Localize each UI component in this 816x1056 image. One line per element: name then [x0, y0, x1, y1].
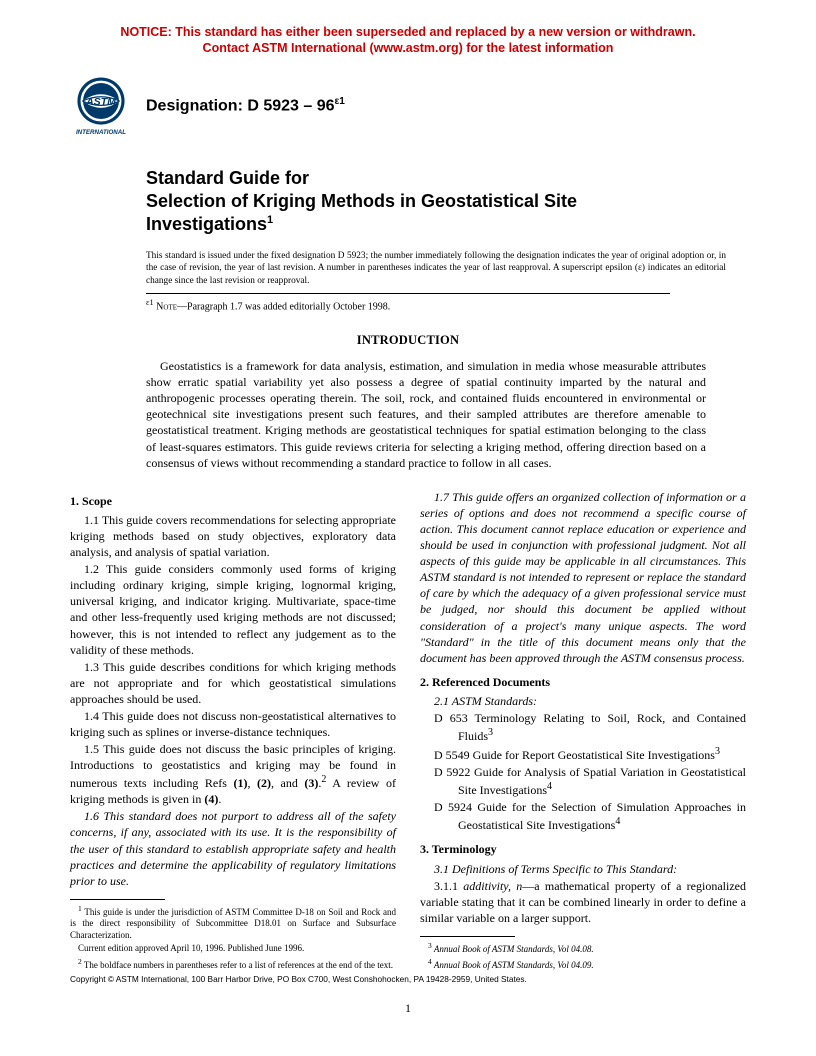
ref-d5924-text: D 5924 Guide for the Selection of Simula…	[434, 800, 746, 832]
referenced-list: D 653 Terminology Relating to Soil, Rock…	[420, 710, 746, 834]
designation-label: Designation: D 5923 – 96	[146, 97, 335, 114]
terminology-3.1.1: 3.1.1 additivity, n—a mathematical prope…	[420, 878, 746, 926]
header: ASTM INTERNATIONAL Designation: D 5923 –…	[70, 75, 746, 137]
fn1-text: This guide is under the jurisdiction of …	[70, 907, 396, 940]
fn4-text: Annual Book of ASTM Standards, Vol 04.09…	[432, 960, 594, 970]
scope-1.7: 1.7 This guide offers an organized colle…	[420, 489, 746, 666]
footnote-2: 2 The boldface numbers in parentheses re…	[70, 957, 396, 972]
scope-1.2: 1.2 This guide considers commonly used f…	[70, 561, 396, 657]
title-sup: 1	[267, 214, 273, 226]
logo-text-top: ASTM	[85, 95, 116, 107]
ref-d5549: D 5549 Guide for Report Geostatistical S…	[434, 745, 746, 763]
copyright: Copyright © ASTM International, 100 Barr…	[70, 974, 746, 984]
ref-d5922-text: D 5922 Guide for Analysis of Spatial Var…	[434, 765, 746, 797]
footnote-3: 3 Annual Book of ASTM Standards, Vol 04.…	[420, 941, 746, 956]
scope-heading: 1. Scope	[70, 493, 396, 509]
footnotes-right: 3 Annual Book of ASTM Standards, Vol 04.…	[420, 941, 746, 972]
and: , and	[271, 776, 304, 790]
eps-sup: ε1	[146, 298, 154, 307]
issuance-note: This standard is issued under the fixed …	[146, 250, 726, 288]
logo-text-bottom: INTERNATIONAL	[76, 128, 126, 135]
comma1: ,	[247, 776, 257, 790]
eps-text: —Paragraph 1.7 was added editorially Oct…	[177, 302, 390, 313]
ref-1: (1)	[233, 776, 247, 790]
introduction-heading: INTRODUCTION	[70, 333, 746, 348]
fn3-text: Annual Book of ASTM Standards, Vol 04.08…	[432, 944, 594, 954]
epsilon-note: ε1 Note—Paragraph 1.7 was added editoria…	[146, 298, 726, 312]
introduction-text: Geostatistics is a framework for data an…	[146, 358, 706, 471]
referenced-sub: 2.1 ASTM Standards:	[420, 693, 746, 709]
scope-1.4: 1.4 This guide does not discuss non-geos…	[70, 708, 396, 740]
fn2-text: The boldface numbers in parentheses refe…	[82, 960, 393, 970]
ref-d653: D 653 Terminology Relating to Soil, Rock…	[434, 710, 746, 744]
astm-logo: ASTM INTERNATIONAL	[70, 75, 132, 137]
title-line2: Selection of Kriging Methods in Geostati…	[146, 191, 577, 211]
footnotes-left: 1 This guide is under the jurisdiction o…	[70, 904, 396, 972]
referenced-heading: 2. Referenced Documents	[420, 674, 746, 690]
footnote-1b: Current edition approved April 10, 1996.…	[70, 943, 396, 955]
footnote-4: 4 Annual Book of ASTM Standards, Vol 04.…	[420, 957, 746, 972]
notice-line2: Contact ASTM International (www.astm.org…	[203, 41, 614, 55]
page: NOTICE: This standard has either been su…	[0, 0, 816, 1056]
ref-3: (3)	[304, 776, 318, 790]
ref-d653-text: D 653 Terminology Relating to Soil, Rock…	[434, 711, 746, 743]
scope-1.1: 1.1 This guide covers recommendations fo…	[70, 512, 396, 560]
title-line3: Investigations	[146, 214, 267, 234]
terminology-sub: 3.1 Definitions of Terms Specific to Thi…	[420, 861, 746, 877]
designation: Designation: D 5923 – 96ε1	[146, 96, 345, 115]
ref-2: (2)	[257, 776, 271, 790]
body-columns: 1. Scope 1.1 This guide covers recommend…	[70, 489, 746, 974]
notice-banner: NOTICE: This standard has either been su…	[70, 24, 746, 57]
footnote-1: 1 This guide is under the jurisdiction o…	[70, 904, 396, 942]
scope-1.6: 1.6 This standard does not purport to ad…	[70, 808, 396, 888]
ref-d5924: D 5924 Guide for the Selection of Simula…	[434, 799, 746, 833]
terminology-heading: 3. Terminology	[420, 841, 746, 857]
left-footnotes-block: 1 This guide is under the jurisdiction o…	[70, 899, 396, 972]
dot2: .	[218, 792, 221, 806]
ref-4: (4)	[204, 792, 218, 806]
footnote-rule-left	[70, 899, 165, 900]
ref-d5549-text: D 5549 Guide for Report Geostatistical S…	[434, 748, 715, 762]
title-block: Standard Guide for Selection of Kriging …	[146, 167, 746, 236]
notice-line1: NOTICE: This standard has either been su…	[120, 25, 695, 39]
designation-sup: ε1	[335, 96, 345, 107]
ref-d5922: D 5922 Guide for Analysis of Spatial Var…	[434, 764, 746, 798]
scope-1.5: 1.5 This guide does not discuss the basi…	[70, 741, 396, 807]
right-footnotes-block: 3 Annual Book of ASTM Standards, Vol 04.…	[420, 936, 746, 972]
title-line1: Standard Guide for	[146, 168, 309, 188]
rule	[146, 293, 670, 294]
eps-label: Note	[156, 302, 177, 313]
scope-1.3: 1.3 This guide describes conditions for …	[70, 659, 396, 707]
footnote-rule-right	[420, 936, 515, 937]
page-number: 1	[0, 1001, 816, 1016]
